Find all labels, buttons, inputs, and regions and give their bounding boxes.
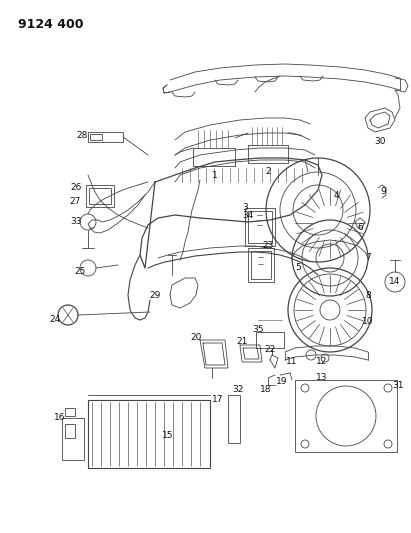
Text: 12: 12 <box>316 358 328 367</box>
Text: 8: 8 <box>365 290 371 300</box>
Text: 23: 23 <box>262 240 274 249</box>
Bar <box>86 185 114 207</box>
Text: 31: 31 <box>392 381 404 390</box>
Text: 20: 20 <box>190 334 202 343</box>
Text: 32: 32 <box>232 385 244 394</box>
Text: 6: 6 <box>357 223 363 232</box>
Text: 7: 7 <box>365 254 371 262</box>
Bar <box>65 408 75 416</box>
Text: 2: 2 <box>265 167 271 176</box>
Text: 15: 15 <box>162 431 174 440</box>
Bar <box>248 145 288 163</box>
Bar <box>90 134 102 140</box>
Bar <box>295 380 397 452</box>
Bar <box>65 424 75 438</box>
Bar <box>248 211 272 243</box>
Text: 5: 5 <box>295 263 301 272</box>
Text: 16: 16 <box>54 414 66 423</box>
Text: 9: 9 <box>380 188 386 197</box>
Text: 26: 26 <box>70 183 82 192</box>
Bar <box>256 332 284 348</box>
Text: 11: 11 <box>286 358 298 367</box>
Bar <box>62 418 84 460</box>
Text: 19: 19 <box>276 377 288 386</box>
Text: 18: 18 <box>260 385 272 394</box>
Text: 1: 1 <box>212 171 218 180</box>
Text: 22: 22 <box>264 345 276 354</box>
Text: 25: 25 <box>74 268 85 277</box>
Text: 3: 3 <box>242 204 248 213</box>
Text: 24: 24 <box>49 316 61 325</box>
Bar <box>245 208 275 246</box>
Text: 21: 21 <box>236 337 248 346</box>
Text: 13: 13 <box>316 374 328 383</box>
Bar <box>88 132 123 142</box>
Text: 17: 17 <box>212 395 224 405</box>
Text: 35: 35 <box>252 326 264 335</box>
Text: 27: 27 <box>69 198 81 206</box>
Text: 28: 28 <box>76 131 88 140</box>
Text: 9124 400: 9124 400 <box>18 18 83 31</box>
Bar <box>89 188 111 204</box>
Text: 29: 29 <box>149 290 161 300</box>
Bar <box>228 395 240 443</box>
Bar <box>251 251 271 279</box>
Text: 33: 33 <box>70 217 82 227</box>
Text: 10: 10 <box>362 318 374 327</box>
Text: 30: 30 <box>374 138 386 147</box>
Text: 34: 34 <box>242 211 254 220</box>
Text: 14: 14 <box>389 278 401 287</box>
Bar <box>88 400 210 468</box>
Bar <box>193 148 235 166</box>
Text: 4: 4 <box>333 190 339 199</box>
Bar <box>248 248 274 282</box>
